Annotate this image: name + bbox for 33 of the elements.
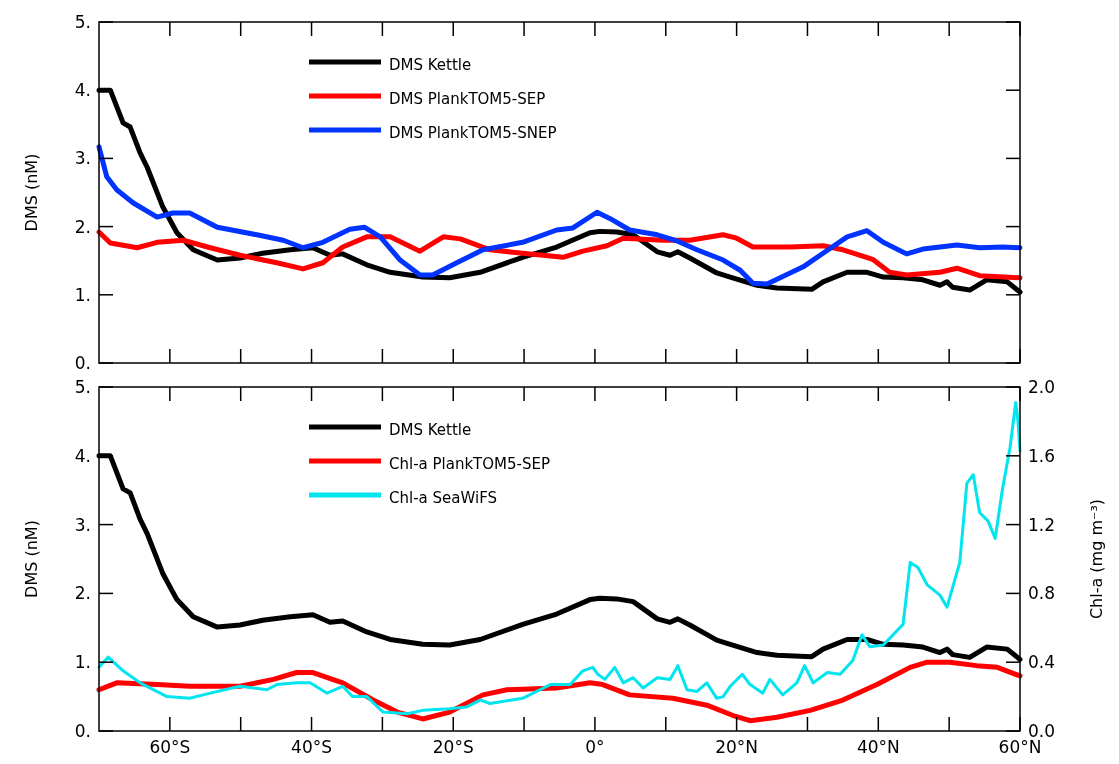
y-axis-title: DMS (nM) xyxy=(22,520,41,598)
y2-tick-label: 1.2 xyxy=(1028,514,1056,535)
legend-label: Chl-a SeaWiFS xyxy=(389,489,498,507)
line-series xyxy=(97,400,1022,716)
y2-tick-label: 0.4 xyxy=(1028,652,1056,673)
legend-label: Chl-a PlankTOM5-SEP xyxy=(389,455,551,473)
y-tick-label: 3. xyxy=(74,148,91,169)
legend-label: DMS Kettle xyxy=(389,56,472,74)
y-tick-label: 4. xyxy=(74,445,91,466)
x-tick-label: 0° xyxy=(585,737,605,757)
y2-tick-label: 1.6 xyxy=(1028,445,1056,466)
y-tick-label: 3. xyxy=(74,514,91,535)
x-tick-label: 20°N xyxy=(715,737,759,757)
y2-tick-label: 0.8 xyxy=(1028,583,1056,604)
y-tick-label: 1. xyxy=(74,284,91,305)
x-tick-label: 60°S xyxy=(149,737,191,757)
y-tick-label: 2. xyxy=(74,583,91,604)
y-tick-label: 5. xyxy=(74,11,91,32)
y-axis-title: DMS (nM) xyxy=(22,153,41,232)
y-tick-label: 0. xyxy=(74,352,91,373)
x-tick-label: 40°S xyxy=(291,737,333,757)
y2-axis-title: Chl-a (mg m⁻³) xyxy=(1087,498,1106,620)
y-tick-label: 2. xyxy=(74,216,91,237)
legend-label: DMS PlankTOM5-SEP xyxy=(389,90,546,108)
legend-label: DMS PlankTOM5-SNEP xyxy=(389,124,557,142)
y2-tick-label: 2.0 xyxy=(1028,376,1056,397)
x-tick-label: 20°S xyxy=(432,737,474,757)
x-tick-label: 40°N xyxy=(856,737,900,757)
y-tick-label: 0. xyxy=(74,720,91,741)
y-tick-label: 4. xyxy=(74,80,91,101)
y-tick-label: 1. xyxy=(74,652,91,673)
legend-label: DMS Kettle xyxy=(389,421,472,439)
y-tick-label: 5. xyxy=(74,376,91,397)
